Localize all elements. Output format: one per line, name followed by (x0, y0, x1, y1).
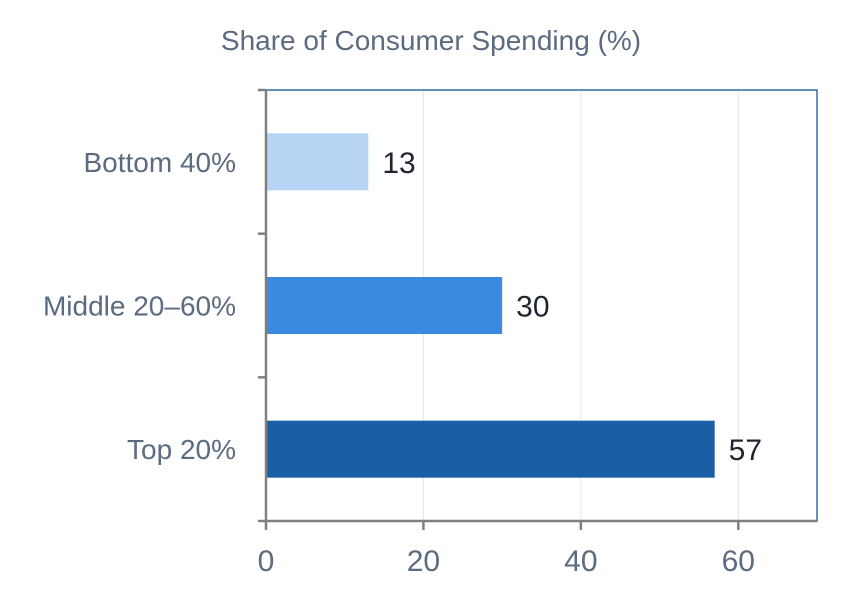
x-tick-label: 60 (722, 545, 755, 578)
data-label: 57 (729, 434, 762, 467)
data-label: 30 (516, 291, 549, 324)
category-label: Middle 20–60% (43, 291, 236, 322)
data-label: 13 (382, 147, 415, 180)
x-tick-label: 20 (407, 545, 440, 578)
bar (266, 133, 369, 191)
category-label: Bottom 40% (83, 147, 236, 178)
x-tick-label: 40 (564, 545, 597, 578)
bar (266, 277, 503, 334)
labels: Bottom 40% 13 Middle 20–60% 30 Top 20% 57 0 20 4… (43, 147, 762, 578)
chart-title: Share of Consumer Spending (%) (221, 25, 641, 56)
axes (258, 88, 818, 530)
x-tick-label: 0 (258, 545, 275, 578)
bar (266, 420, 715, 478)
category-label: Top 20% (127, 434, 236, 465)
bars (266, 133, 715, 478)
